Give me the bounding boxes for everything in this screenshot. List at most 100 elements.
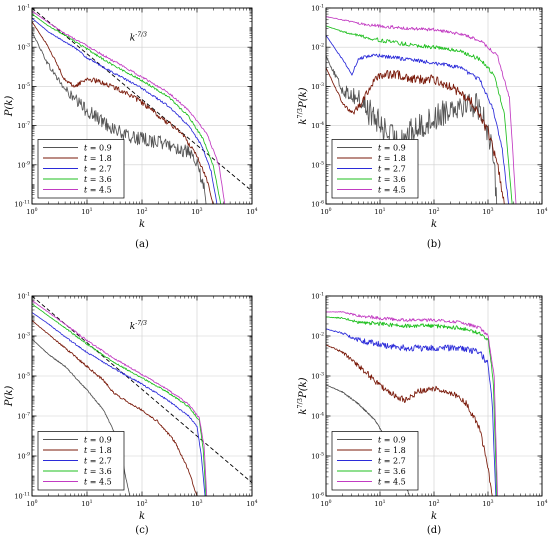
reference-slope-line: [32, 8, 252, 192]
y-tick-label: 10-1: [311, 4, 324, 13]
legend-entry: t = 1.8: [84, 446, 112, 455]
x-axis-label: k: [139, 511, 145, 522]
legend-entry: t = 4.5: [84, 477, 112, 486]
x-tick-label: 102: [428, 207, 439, 216]
legend-entry: t = 2.7: [378, 456, 406, 465]
panel-label: (c): [135, 525, 149, 536]
series-line-1: [32, 31, 207, 204]
y-tick-label: 10-3: [311, 372, 324, 381]
x-tick-label: 100: [26, 207, 37, 216]
x-tick-label: 102: [136, 207, 147, 216]
series-line-3: [326, 328, 497, 496]
chart-panel-d: 100 101 102 103 104 10-1 10-2 10-3 10-4 10-5 10-6 k…: [296, 292, 548, 537]
x-tick-label: 102: [428, 499, 439, 508]
series-line-5: [326, 311, 498, 496]
legend-entry: t = 4.5: [378, 185, 406, 194]
x-tick-label: 103: [482, 207, 493, 216]
legend-entry: t = 3.6: [378, 175, 406, 184]
series-line-4: [326, 316, 498, 496]
x-tick-label: 103: [482, 499, 493, 508]
legend: t = 0.9 t = 1.8t = 2.7 t = 3.6t = 4.5: [331, 139, 419, 199]
chart-panel-c: k-7/3 100 101 102 103 104 10-1 10-3 10-5 10-7 10-9…: [4, 292, 258, 537]
y-tick-label: 10-9: [17, 452, 30, 461]
legend: t = 0.9 t = 1.8t = 2.7 t = 3.6t = 4.5: [37, 431, 125, 491]
panel-label: (d): [427, 525, 441, 536]
series-line-1: [32, 338, 131, 496]
x-tick-label: 101: [374, 499, 385, 508]
series-line-4: [32, 303, 207, 496]
legend-entry: t = 3.6: [84, 175, 112, 184]
y-tick-label: 10-3: [311, 82, 324, 91]
legend-entry: t = 4.5: [378, 477, 406, 486]
y-tick-label: 10-9: [17, 160, 30, 169]
x-tick-label: 100: [320, 207, 331, 216]
legend-entry: t = 1.8: [378, 154, 406, 163]
legend-entry: t = 2.7: [84, 164, 112, 173]
y-tick-label: 10-11: [14, 200, 30, 209]
y-tick-label: 10-5: [17, 372, 30, 381]
y-tick-label: 10-6: [311, 492, 324, 501]
x-axis-label: k: [139, 219, 145, 230]
y-axis-label: k7/3P(k): [296, 87, 309, 124]
y-tick-label: 10-6: [311, 200, 324, 209]
y-axis-label: P(k): [4, 386, 15, 408]
y-tick-label: 10-5: [311, 452, 324, 461]
series-line-3: [32, 312, 206, 496]
legend-entry: t = 0.9: [84, 143, 112, 152]
y-tick-label: 10-3: [17, 332, 30, 341]
x-tick-label: 100: [26, 499, 37, 508]
y-tick-label: 10-4: [311, 121, 324, 130]
x-tick-label: 104: [246, 207, 257, 216]
reference-slope-label: k-7/3: [130, 31, 147, 43]
x-axis-label: k: [431, 511, 437, 522]
legend-entry: t = 0.9: [84, 435, 112, 444]
series-line-5: [326, 16, 517, 204]
x-tick-label: 104: [536, 499, 547, 508]
x-tick-label: 101: [81, 207, 92, 216]
x-tick-label: 103: [191, 207, 202, 216]
chart-panel-b: 100 101 102 103 104 10-1 10-2 10-3 10-4 10-5 10-6 k…: [296, 4, 548, 251]
y-tick-label: 10-5: [311, 160, 324, 169]
x-tick-label: 101: [81, 499, 92, 508]
reference-slope-label: k-7/3: [130, 320, 147, 332]
legend-entry: t = 2.7: [378, 164, 406, 173]
y-tick-label: 10-7: [17, 121, 30, 130]
series-line-3: [32, 17, 218, 204]
y-tick-label: 10-11: [14, 492, 30, 501]
panel-label: (a): [135, 239, 149, 250]
y-axis-label: P(k): [4, 96, 15, 118]
x-tick-label: 104: [246, 499, 257, 508]
legend: t = 0.9 t = 1.8t = 2.7 t = 3.6t = 4.5: [37, 139, 125, 199]
series-group: [32, 10, 226, 204]
series-line-3: [326, 35, 509, 204]
series-line-4: [32, 13, 222, 204]
x-tick-label: 103: [191, 499, 202, 508]
series-group: [32, 300, 208, 496]
y-tick-label: 10-4: [311, 412, 324, 421]
legend-entry: t = 2.7: [84, 456, 112, 465]
legend-entry: t = 0.9: [378, 143, 406, 152]
chart-panel-a: k-7/3 100 101 102 103 104 10-1 10-3 10-5 10-7 10-9…: [4, 4, 258, 251]
series-line-4: [326, 25, 513, 204]
y-tick-label: 10-1: [311, 292, 324, 301]
x-tick-label: 104: [536, 207, 547, 216]
x-tick-label: 100: [320, 499, 331, 508]
y-tick-label: 10-1: [17, 4, 30, 13]
series-line-2: [326, 67, 505, 204]
series-line-2: [326, 344, 493, 496]
y-axis-label: k7/3P(k): [296, 377, 309, 414]
y-tick-label: 10-1: [17, 292, 30, 301]
y-tick-label: 10-2: [311, 332, 324, 341]
legend-entry: t = 3.6: [378, 467, 406, 476]
legend-entry: t = 1.8: [84, 154, 112, 163]
y-tick-label: 10-2: [311, 43, 324, 52]
legend: t = 0.9 t = 1.8t = 2.7 t = 3.6t = 4.5: [331, 431, 419, 491]
series-line-2: [32, 320, 198, 496]
legend-entry: t = 3.6: [84, 467, 112, 476]
x-tick-label: 102: [136, 499, 147, 508]
y-tick-label: 10-7: [17, 412, 30, 421]
series-line-5: [32, 300, 208, 496]
x-axis-label: k: [431, 219, 437, 230]
legend-entry: t = 4.5: [84, 185, 112, 194]
